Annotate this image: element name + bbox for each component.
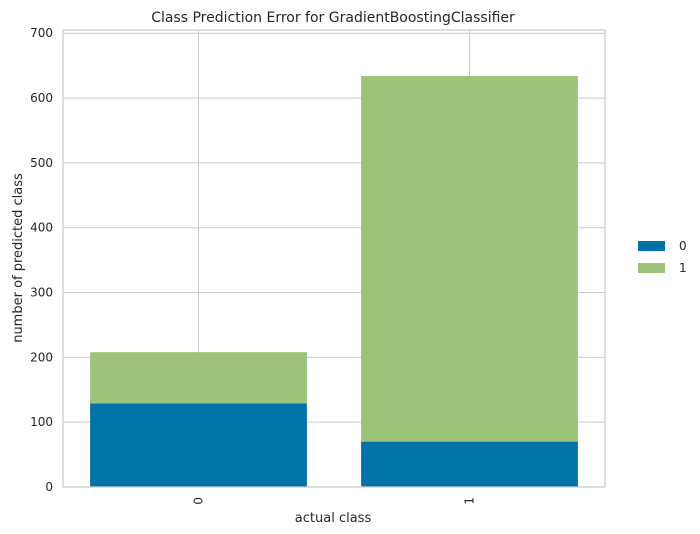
legend-label-1: 1 xyxy=(679,261,687,275)
y-axis-ticks: 0 100 200 300 400 500 600 700 xyxy=(30,26,53,494)
plot-frame xyxy=(62,29,606,488)
chart-title: Class Prediction Error for GradientBoost… xyxy=(151,10,515,26)
x-tick-label: 1 xyxy=(463,497,477,505)
y-axis-label: number of predicted class xyxy=(11,173,26,343)
y-tick-label: 300 xyxy=(30,286,53,300)
bar-actual-0-predicted-0 xyxy=(90,403,307,487)
x-tick-label: 0 xyxy=(192,497,206,505)
legend: 01 xyxy=(638,239,687,275)
bars xyxy=(90,76,578,487)
bar-actual-0-predicted-1 xyxy=(90,352,307,404)
y-tick-label: 500 xyxy=(30,156,53,170)
y-tick-label: 400 xyxy=(30,221,53,235)
y-tick-label: 700 xyxy=(30,26,53,40)
y-tick-label: 100 xyxy=(30,415,53,429)
legend-label-0: 0 xyxy=(679,239,687,253)
y-tick-label: 200 xyxy=(30,350,53,364)
legend-swatch-0 xyxy=(638,241,665,251)
bar-actual-1-predicted-1 xyxy=(361,76,578,442)
y-tick-label: 0 xyxy=(45,480,53,494)
legend-swatch-1 xyxy=(638,263,665,273)
bar-actual-1-predicted-0 xyxy=(361,441,578,487)
y-tick-label: 600 xyxy=(30,91,53,105)
x-axis-label: actual class xyxy=(295,511,372,526)
